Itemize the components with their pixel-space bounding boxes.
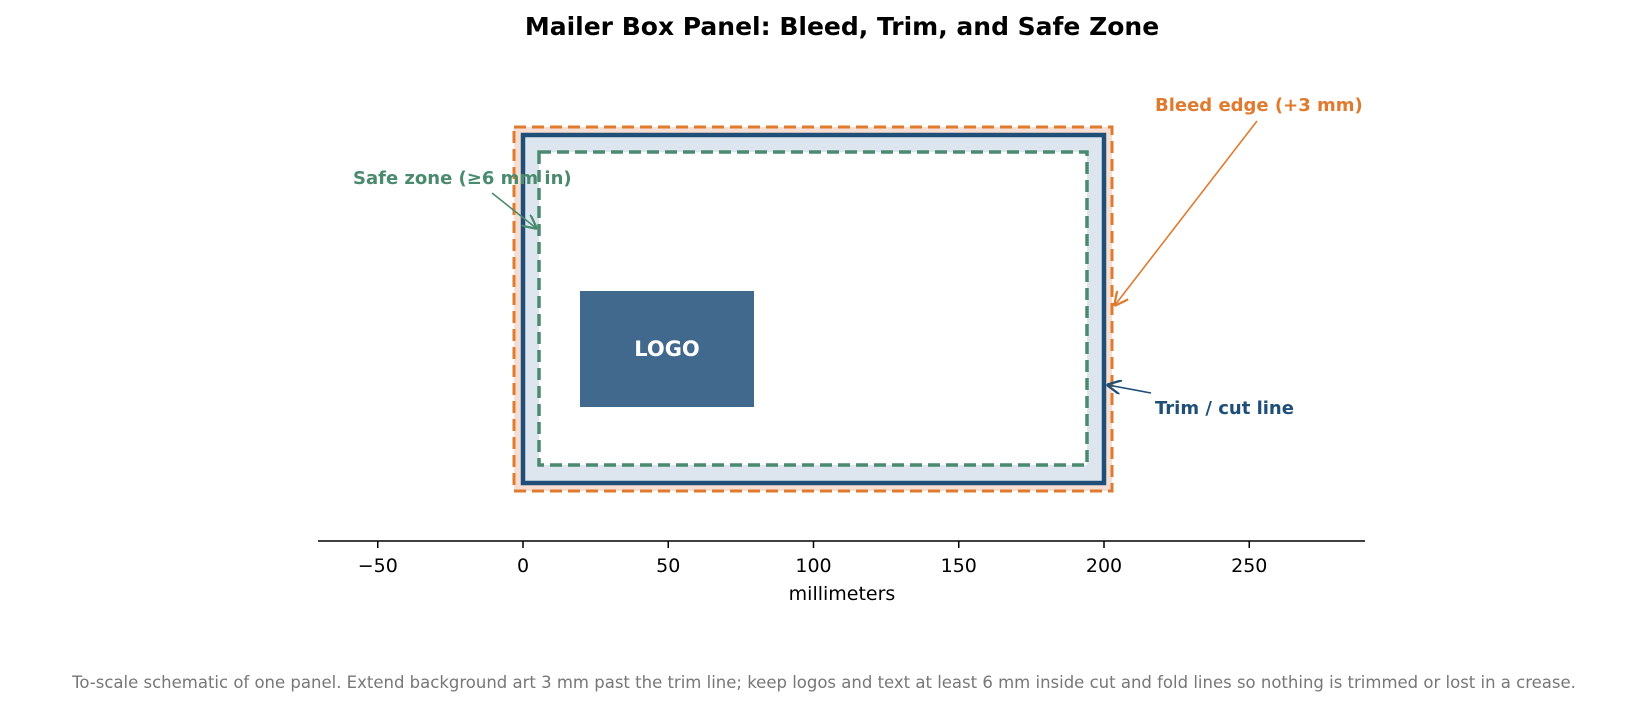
x-tick-label: 200	[1086, 555, 1122, 577]
safe-annotation-arrow	[491, 192, 536, 228]
x-tick-label: −50	[358, 555, 398, 577]
diagram-title: Mailer Box Panel: Bleed, Trim, and Safe …	[525, 12, 1159, 41]
bleed-edge-line	[512, 125, 1114, 493]
trim-annotation: Trim / cut line	[1155, 398, 1294, 419]
logo-label: LOGO	[634, 337, 700, 361]
figure-caption: To-scale schematic of one panel. Extend …	[71, 673, 1576, 692]
trim-annotation-arrow	[1108, 385, 1152, 393]
x-tick-label: 50	[656, 555, 680, 577]
x-tick-label: 250	[1231, 555, 1267, 577]
safe-zone-line	[537, 150, 1089, 467]
x-axis-label: millimeters	[789, 583, 896, 605]
x-axis: −50 0 50 100 150 200 250 millimeters	[318, 540, 1365, 605]
bleed-annotation-arrow	[1115, 120, 1258, 305]
x-axis-ticks: −50 0 50 100 150 200 250	[358, 541, 1267, 577]
logo-block	[580, 291, 754, 407]
safe-annotation: Safe zone (≥6 mm in)	[353, 168, 572, 189]
x-tick-label: 0	[517, 555, 529, 577]
bleed-annotation: Bleed edge (+3 mm)	[1155, 95, 1363, 116]
trim-cut-line	[520, 132, 1107, 486]
x-tick-label: 100	[795, 555, 831, 577]
x-tick-label: 150	[941, 555, 977, 577]
